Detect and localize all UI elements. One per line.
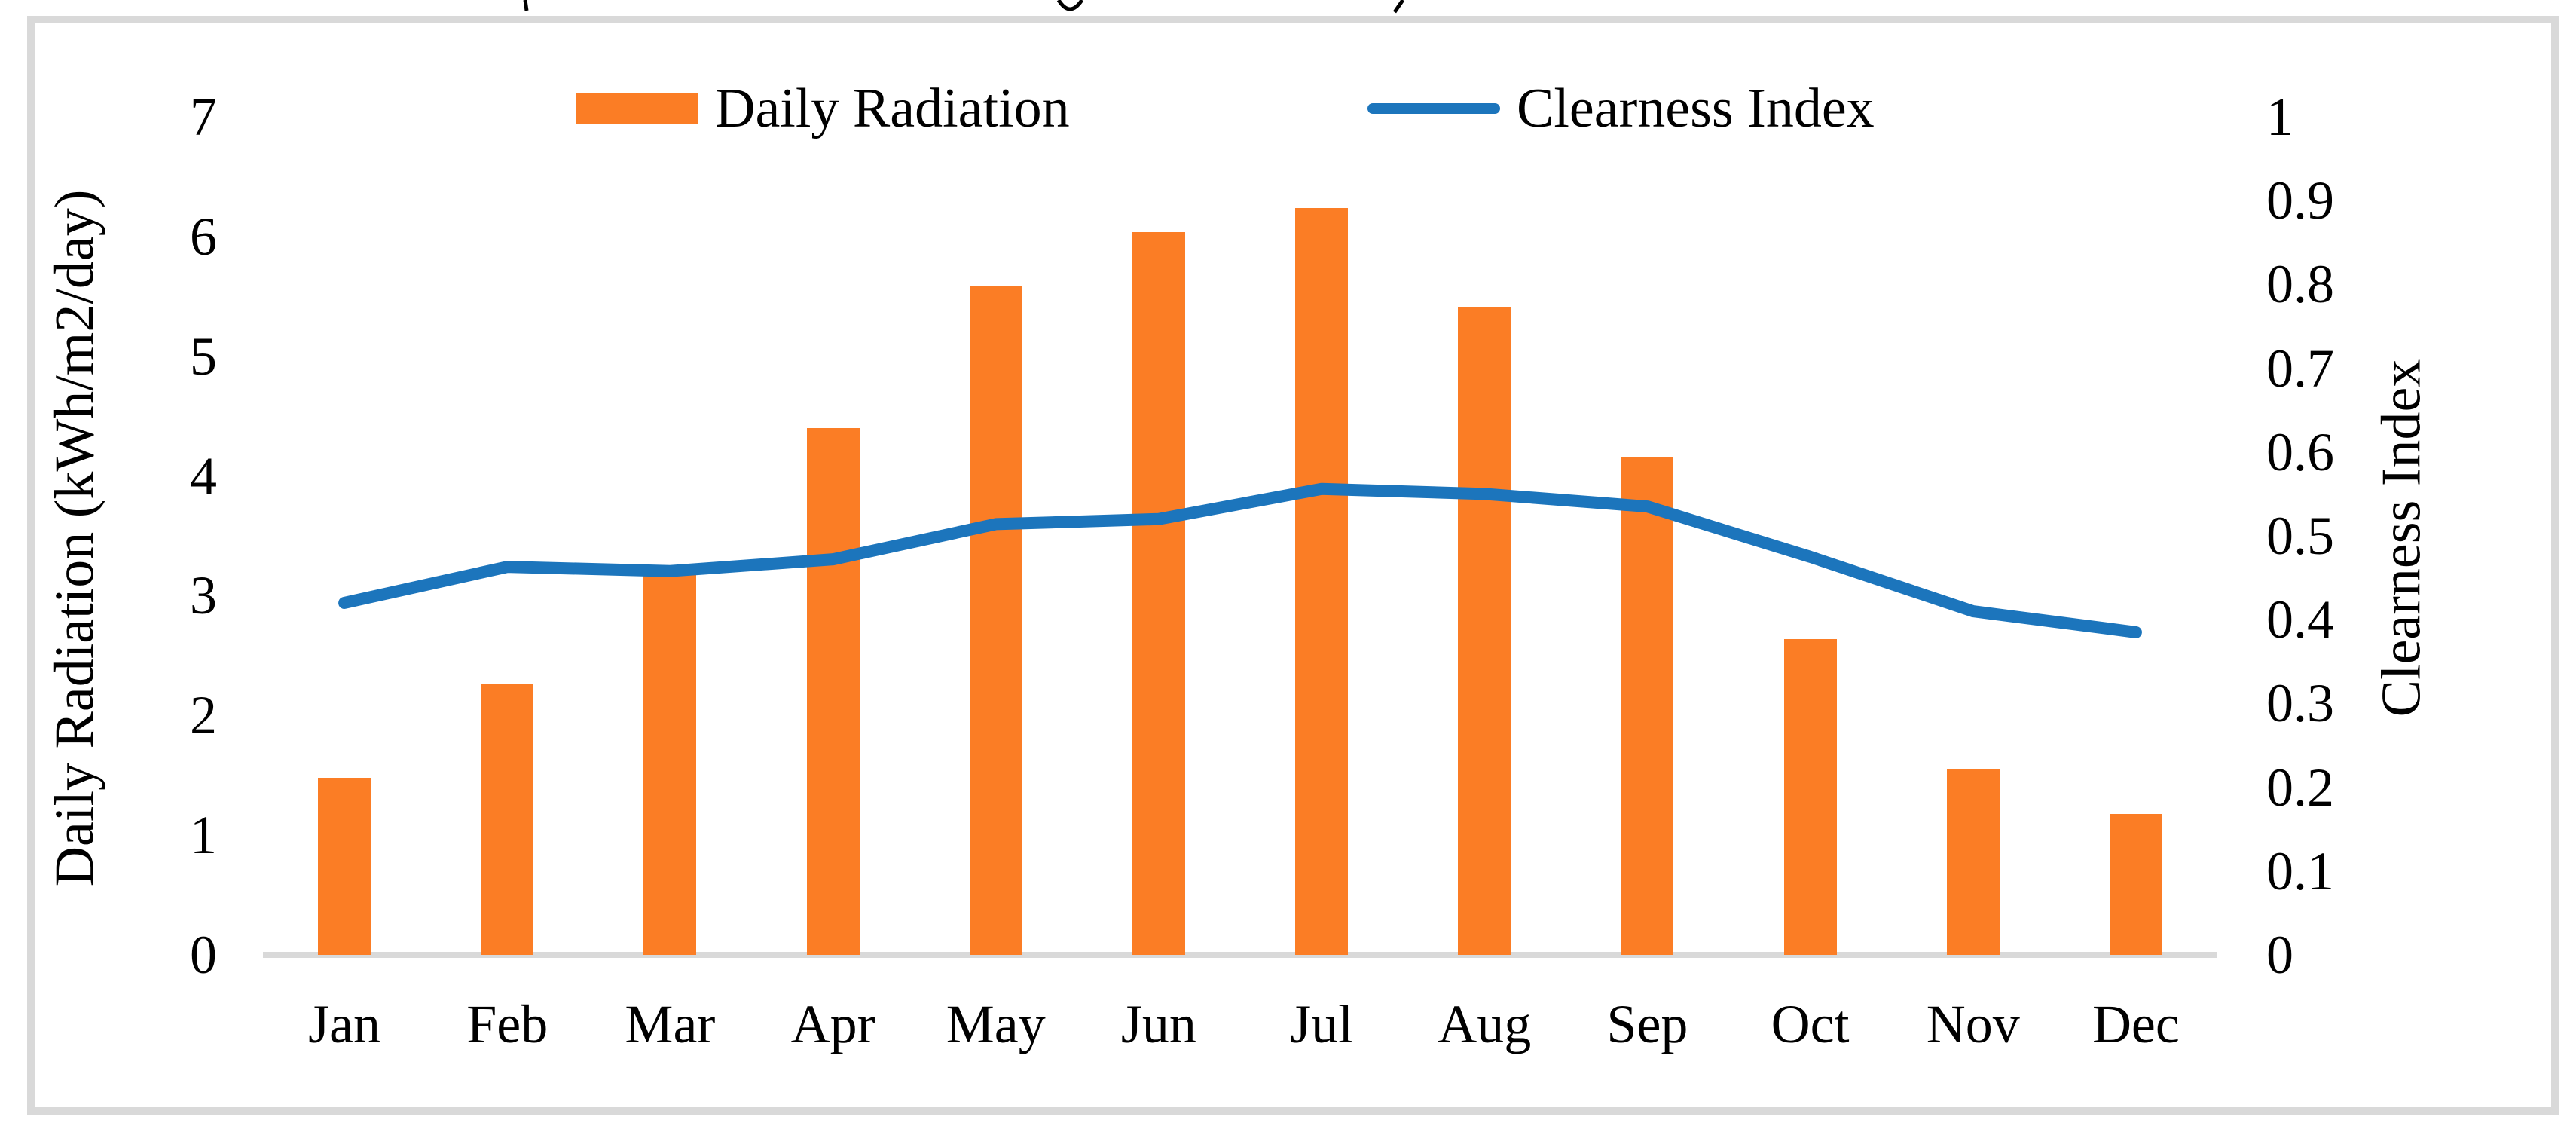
bar-feb <box>481 684 534 955</box>
clipped-caption-fragments <box>523 0 1405 14</box>
bar-aug <box>1458 307 1511 955</box>
right-axis-tick-0.7: 0.7 <box>2266 338 2334 399</box>
left-axis-tick-3: 3 <box>190 565 217 626</box>
x-axis-label-may: May <box>946 994 1046 1054</box>
legend-item-daily-radiation: Daily Radiation <box>576 75 1070 142</box>
left-axis-tick-4: 4 <box>190 445 217 506</box>
right-axis-tick-0.3: 0.3 <box>2266 673 2334 734</box>
chart-border <box>27 16 2559 1115</box>
left-axis-tick-7: 7 <box>190 87 217 147</box>
right-axis-tick-0.5: 0.5 <box>2266 506 2334 566</box>
bar-jul <box>1295 207 1349 955</box>
bar-nov <box>1946 769 2000 955</box>
bar-mar <box>643 571 697 955</box>
x-axis-label-nov: Nov <box>1926 994 2020 1054</box>
legend-item-clearness-index: Clearness Index <box>1367 75 1875 142</box>
bar-apr <box>806 428 860 955</box>
right-axis-tick-0.6: 0.6 <box>2266 421 2334 482</box>
right-axis-tick-0: 0 <box>2266 925 2293 985</box>
x-axis-label-jun: Jun <box>1120 994 1196 1054</box>
right-axis-tick-0.1: 0.1 <box>2266 840 2334 901</box>
right-axis-tick-0.9: 0.9 <box>2266 170 2334 231</box>
x-axis-label-sep: Sep <box>1606 994 1688 1054</box>
right-axis-tick-1: 1 <box>2266 87 2293 147</box>
left-axis-tick-6: 6 <box>190 206 217 267</box>
left-axis-tick-5: 5 <box>190 326 217 387</box>
daily-radiation-bar-swatch-icon <box>576 93 698 124</box>
bar-jun <box>1132 231 1185 955</box>
left-axis-title: Daily Radiation (kWh/m2/day) <box>44 189 106 887</box>
x-axis-label-jul: Jul <box>1290 994 1354 1054</box>
right-axis-tick-0.4: 0.4 <box>2266 589 2334 650</box>
x-axis-label-feb: Feb <box>466 994 549 1054</box>
bar-may <box>969 285 1022 955</box>
legend-label-clearness-index: Clearness Index <box>1517 77 1875 139</box>
legend-label-daily-radiation: Daily Radiation <box>715 77 1070 139</box>
left-axis-tick-0: 0 <box>190 925 217 985</box>
left-axis-tick-2: 2 <box>190 685 217 746</box>
x-axis-label-apr: Apr <box>790 994 875 1054</box>
bar-oct <box>1783 638 1837 955</box>
left-axis-tick-1: 1 <box>190 805 217 866</box>
x-axis-label-oct: Oct <box>1771 994 1850 1054</box>
x-axis-label-dec: Dec <box>2092 994 2180 1054</box>
bar-dec <box>2109 813 2162 955</box>
bar-sep <box>1621 457 1674 955</box>
right-axis-tick-0.2: 0.2 <box>2266 757 2334 818</box>
x-axis-label-mar: Mar <box>625 994 716 1054</box>
x-axis-label-jan: Jan <box>308 994 381 1054</box>
x-axis-label-aug: Aug <box>1438 994 1532 1054</box>
right-axis-tick-0.8: 0.8 <box>2266 254 2334 315</box>
bar-jan <box>318 777 371 955</box>
clearness-index-line-swatch-icon <box>1367 103 1500 114</box>
x-axis-line <box>263 952 2217 958</box>
